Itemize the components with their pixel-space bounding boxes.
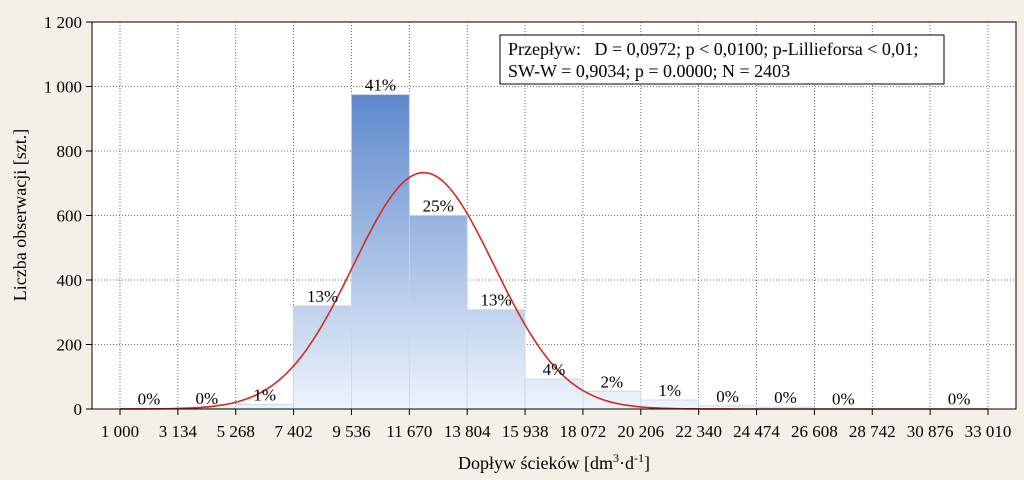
y-tick-label-1: 200 <box>57 336 83 355</box>
stats-legend-box <box>499 34 945 85</box>
percent-label-11: 0% <box>774 388 797 407</box>
x-tick-label-9: 20 206 <box>617 422 664 441</box>
x-tick-label-10: 22 340 <box>675 422 722 441</box>
x-tick-label-6: 13 804 <box>444 422 491 441</box>
x-tick-label-2: 5 268 <box>217 422 255 441</box>
x-axis-title-sup2: -1 <box>634 451 644 465</box>
bar-5 <box>408 215 468 410</box>
x-axis-title-mid: ·d <box>619 453 634 473</box>
percent-label-8: 2% <box>601 372 624 391</box>
bar-2 <box>235 404 295 410</box>
percent-label-6: 13% <box>481 291 512 310</box>
bar-6 <box>466 309 526 410</box>
percent-label-14: 0% <box>948 390 971 409</box>
y-tick-label-4: 800 <box>57 142 83 161</box>
x-tick-label-11: 24 474 <box>733 422 780 441</box>
stats-legend-line-1: Przepływ: D = 0,0972; p < 0,0100; p-Lill… <box>508 39 918 59</box>
percent-label-3: 13% <box>307 287 338 306</box>
y-tick-label-6: 1 200 <box>44 13 82 32</box>
percent-label-2: 1% <box>253 385 276 404</box>
bar-3 <box>293 305 352 410</box>
percent-label-1: 0% <box>195 389 218 408</box>
x-tick-label-4: 9 536 <box>332 422 370 441</box>
x-tick-label-8: 18 072 <box>560 422 607 441</box>
x-axis-title-end: ] <box>644 453 650 473</box>
x-tick-label-5: 11 670 <box>386 422 432 441</box>
percent-label-7: 4% <box>543 360 566 379</box>
y-tick-label-3: 600 <box>57 207 83 226</box>
percent-label-5: 25% <box>423 197 454 216</box>
y-tick-label-2: 400 <box>57 271 83 290</box>
x-axis-title-main: Dopływ ścieków [dm <box>458 453 613 473</box>
percent-label-4: 41% <box>365 76 396 95</box>
x-tick-label-15: 33 010 <box>965 422 1012 441</box>
x-tick-label-14: 30 876 <box>907 422 954 441</box>
percent-label-0: 0% <box>138 389 161 408</box>
x-axis-title: Dopływ ścieków [dm3·d-1] <box>458 451 650 473</box>
x-axis-title-sup1: 3 <box>613 451 619 465</box>
percent-labels: 0% 0% 1% 13% 41% 25% 13% 4% 2% 1% 0% 0% 0% 0% <box>138 76 971 409</box>
bar-4 <box>351 94 410 410</box>
grid-lines <box>92 22 1016 409</box>
percent-label-12: 0% <box>832 390 855 409</box>
x-tick-label-13: 28 742 <box>849 422 896 441</box>
stats-legend: Przepływ: D = 0,0972; p < 0,0100; p-Lill… <box>499 34 945 85</box>
percent-label-9: 1% <box>658 381 681 400</box>
x-axis-ticks: 1 000 3 134 5 268 7 402 9 536 11 670 13 804 15 … <box>101 409 1012 441</box>
x-tick-label-1: 3 134 <box>159 422 198 441</box>
percent-label-10: 0% <box>716 387 739 406</box>
y-tick-label-5: 1 000 <box>44 78 82 97</box>
x-tick-label-0: 1 000 <box>101 422 139 441</box>
y-tick-label-0: 0 <box>74 400 83 419</box>
stats-legend-line-2: SW-W = 0,9034; p = 0.0000; N = 2403 <box>508 61 790 81</box>
bar-7 <box>524 378 584 410</box>
x-tick-label-3: 7 402 <box>274 422 312 441</box>
x-tick-label-7: 15 938 <box>502 422 549 441</box>
x-tick-label-12: 26 608 <box>791 422 838 441</box>
y-axis-title: Liczba obserwacji [szt.] <box>10 129 30 301</box>
y-axis-ticks: 0 200 400 600 800 1 000 1 200 <box>44 13 92 419</box>
